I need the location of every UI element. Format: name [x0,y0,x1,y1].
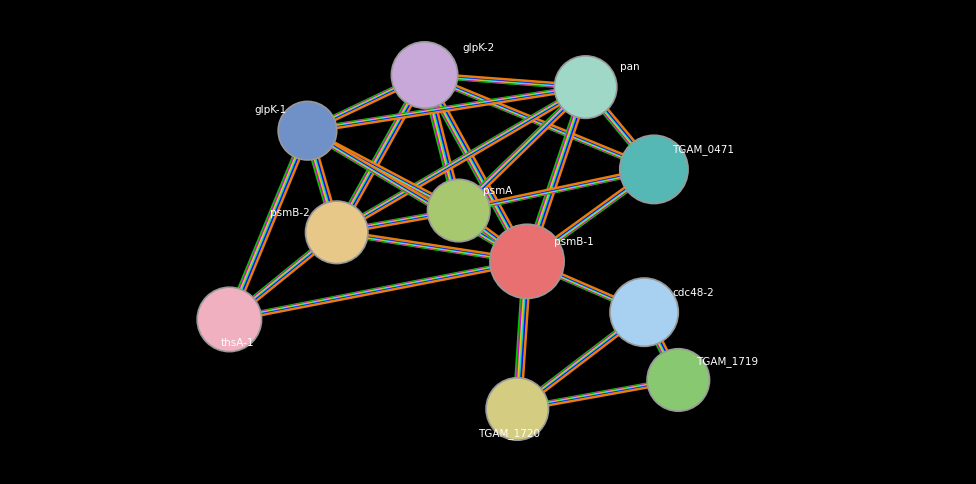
Ellipse shape [427,179,490,242]
Ellipse shape [620,135,688,204]
Text: pan: pan [620,62,639,72]
Ellipse shape [486,378,549,440]
Text: TGAM_1720: TGAM_1720 [478,428,541,439]
Ellipse shape [278,102,337,160]
Ellipse shape [554,56,617,119]
Ellipse shape [391,42,458,108]
Text: TGAM_0471: TGAM_0471 [671,144,734,154]
Text: psmB-2: psmB-2 [270,208,309,218]
Text: cdc48-2: cdc48-2 [672,288,713,298]
Text: psmA: psmA [483,186,512,196]
Ellipse shape [305,201,368,264]
Text: glpK-1: glpK-1 [254,106,287,115]
Text: thsA-1: thsA-1 [221,338,254,348]
Text: glpK-2: glpK-2 [462,44,495,53]
Text: TGAM_1719: TGAM_1719 [696,356,758,367]
Ellipse shape [197,287,262,352]
Ellipse shape [610,278,678,347]
Ellipse shape [490,224,564,299]
Text: psmB-1: psmB-1 [554,237,593,247]
Ellipse shape [647,348,710,411]
